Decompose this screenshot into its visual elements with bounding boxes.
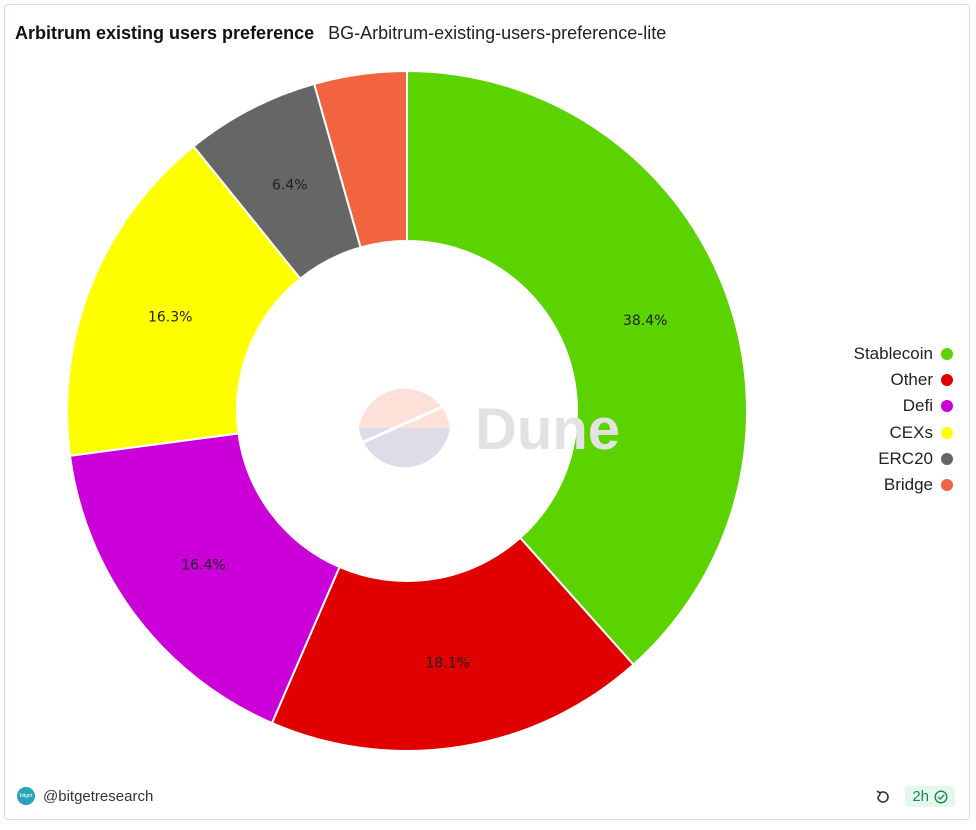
refresh-icon[interactable]	[873, 787, 893, 807]
labels-group: 38.4% 18.1% 16.4% 16.3% 6.4%	[148, 178, 668, 672]
chart-header: Arbitrum existing users preference BG-Ar…	[15, 23, 666, 44]
chart-legend: Stablecoin Other Defi CEXs ERC20 Bridge	[835, 341, 953, 498]
footer-actions: 2h	[873, 786, 955, 807]
legend-swatch	[941, 400, 953, 413]
query-age: 2h	[912, 788, 929, 805]
legend-label: Defi	[902, 396, 933, 416]
chart-card: Arbitrum existing users preference BG-Ar…	[4, 4, 970, 820]
legend-swatch	[941, 479, 953, 492]
slice-label-other: 18.1%	[425, 656, 469, 672]
query-age-badge: 2h	[905, 786, 955, 807]
legend-label: Stablecoin	[853, 344, 933, 364]
legend-item-stablecoin[interactable]: Stablecoin	[835, 341, 953, 367]
legend-label: ERC20	[878, 448, 933, 468]
dune-watermark: Dune	[356, 388, 620, 468]
legend-item-cexs[interactable]: CEXs	[835, 420, 953, 446]
author-info[interactable]: bitget @bitgetresearch	[17, 787, 153, 805]
watermark-text: Dune	[475, 397, 620, 462]
legend-label: CEXs	[889, 422, 933, 442]
slice-label-erc20: 6.4%	[272, 178, 308, 194]
donut-chart: Dune 38.4% 18.1% 16.4% 16.3% 6.4%	[66, 69, 748, 752]
legend-swatch	[941, 348, 953, 361]
chart-title: Arbitrum existing users preference	[15, 23, 315, 43]
author-handle[interactable]: @bitgetresearch	[43, 787, 154, 805]
slice-label-cexs: 16.3%	[148, 309, 192, 325]
slice-stablecoin[interactable]	[406, 69, 748, 667]
slice-other[interactable]	[270, 536, 635, 752]
legend-label: Bridge	[883, 475, 933, 495]
dune-logo-top	[359, 388, 450, 428]
legend-item-defi[interactable]: Defi	[835, 393, 953, 419]
legend-label: Other	[890, 370, 933, 390]
legend-swatch	[941, 374, 953, 387]
slice-label-defi: 16.4%	[181, 558, 225, 574]
check-circle-icon	[934, 789, 948, 804]
slice-cexs[interactable]	[66, 144, 302, 457]
author-avatar: bitget	[17, 787, 35, 805]
slice-label-stablecoin: 38.4%	[623, 313, 667, 329]
legend-item-other[interactable]: Other	[835, 367, 953, 393]
legend-item-bridge[interactable]: Bridge	[835, 472, 953, 498]
slices-group	[66, 69, 748, 752]
legend-swatch	[941, 452, 953, 465]
dune-logo-bottom	[359, 428, 450, 468]
legend-swatch	[941, 426, 953, 439]
slice-bridge[interactable]	[312, 69, 408, 249]
legend-item-erc20[interactable]: ERC20	[835, 446, 953, 472]
query-name[interactable]: BG-Arbitrum-existing-users-preference-li…	[328, 23, 667, 43]
slice-defi[interactable]	[68, 432, 341, 725]
